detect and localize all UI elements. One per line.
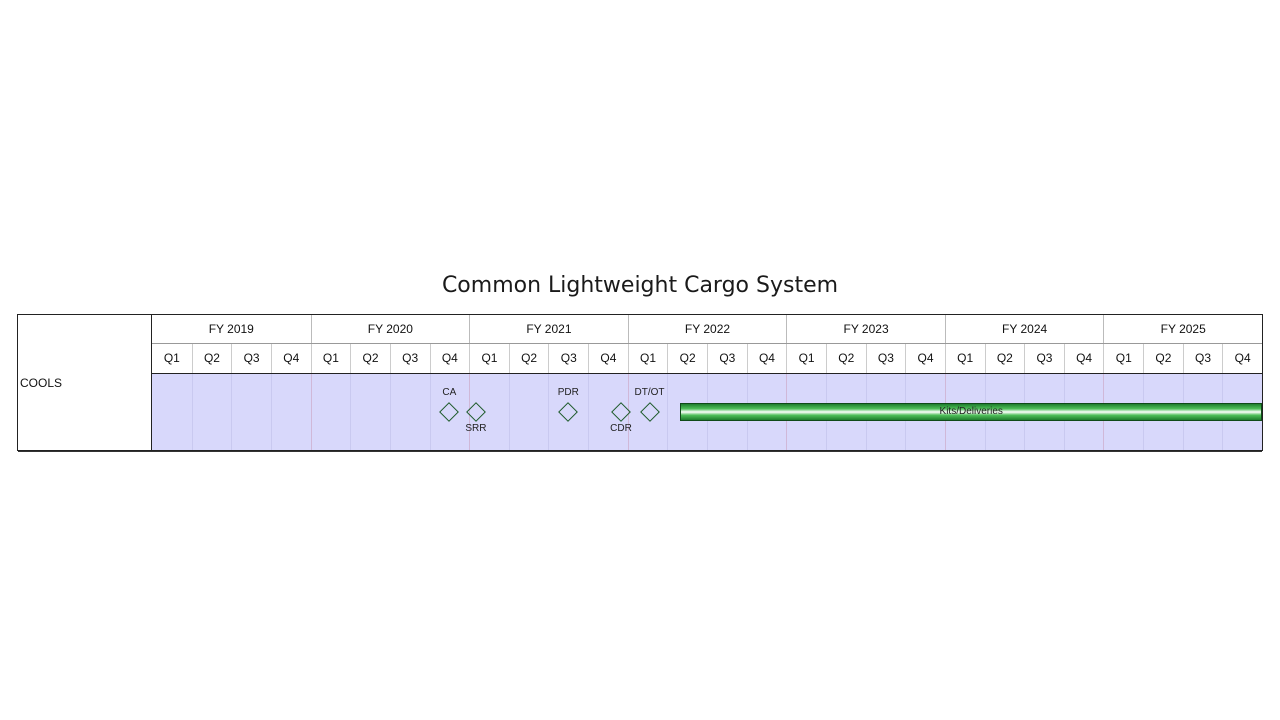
quarter-label: Q3	[707, 344, 747, 373]
quarter-label: Q1	[944, 344, 985, 373]
quarter-label: Q2	[825, 344, 866, 373]
fiscal-year-label: FY 2020	[310, 315, 470, 343]
quarter-header: Q1 Q2 Q3 Q4 Q1 Q2 Q3 Q4 Q1 Q2 Q3 Q4 Q1 Q2 Q3 Q4 Q1 Q2 Q3 Q4…	[152, 344, 1262, 374]
quarter-gridline	[588, 374, 590, 450]
fiscal-year-label: FY 2023	[786, 315, 945, 343]
quarter-label: Q2	[508, 344, 549, 373]
quarter-label: Q3	[1024, 344, 1064, 373]
quarter-gridline	[429, 374, 431, 450]
quarter-label: Q3	[548, 344, 588, 373]
quarter-label: Q2	[667, 344, 707, 373]
quarter-label: Q1	[469, 344, 509, 373]
quarter-label: Q4	[270, 344, 311, 373]
quarter-gridline	[191, 374, 193, 450]
quarter-gridline	[508, 374, 510, 450]
milestone-label: SRR	[465, 423, 487, 434]
milestone-diamond-icon	[558, 402, 579, 422]
year-gridline	[310, 374, 312, 450]
timeline-lane-cools: CA SRR PDR CDR DT/OT Kits/Deliveries	[152, 374, 1262, 450]
year-gridline	[469, 374, 471, 450]
quarter-label: Q4	[429, 344, 470, 373]
fiscal-year-label: FY 2019	[208, 322, 254, 336]
milestone-diamond-icon	[439, 402, 460, 422]
fiscal-year-label: FY 2025	[1103, 315, 1262, 343]
quarter-label: Q2	[191, 344, 232, 373]
milestone-label: PDR	[557, 387, 579, 398]
kits-deliveries-bar: Kits/Deliveries	[680, 403, 1262, 421]
milestone-diamond-icon	[639, 402, 660, 422]
quarter-label: Q1	[786, 344, 826, 373]
fiscal-year-label: FY 2024	[944, 315, 1104, 343]
quarter-gridline	[350, 374, 352, 450]
schedule-chart: COOLS FY 2019 FY 2020 FY 2021 FY 2022 FY 202…	[17, 314, 1263, 452]
quarter-label: Q4	[1222, 344, 1262, 373]
quarter-gridline	[231, 374, 233, 450]
fiscal-year-label: FY 2022	[627, 315, 787, 343]
quarter-label: Q3	[231, 344, 271, 373]
row-label-cools: COOLS	[20, 376, 63, 390]
fiscal-year-header: FY 2019 FY 2020 FY 2021 FY 2022 FY 2023 FY 20…	[152, 315, 1262, 344]
quarter-gridline	[389, 374, 391, 450]
row-label-column: COOLS	[18, 315, 152, 450]
quarter-label: Q1	[627, 344, 668, 373]
quarter-label: Q1	[1103, 344, 1143, 373]
bar-label: Kits/Deliveries	[939, 406, 1003, 417]
quarter-label: Q2	[1143, 344, 1183, 373]
milestone-label: DT/OT	[634, 387, 665, 398]
quarter-label: Q2	[350, 344, 390, 373]
milestone-label: CA	[442, 387, 457, 398]
quarter-label: Q1	[163, 351, 180, 365]
chart-title: Common Lightweight Cargo System	[441, 273, 839, 298]
quarter-label: Q4	[905, 344, 945, 373]
year-gridline	[627, 374, 629, 450]
quarter-label: Q3	[1182, 344, 1223, 373]
milestone-label: CDR	[610, 423, 632, 434]
quarter-gridline	[548, 374, 550, 450]
quarter-label: Q1	[310, 344, 351, 373]
quarter-gridline	[667, 374, 669, 450]
quarter-label: Q4	[588, 344, 628, 373]
quarter-label: Q3	[389, 344, 430, 373]
quarter-gridline	[270, 374, 272, 450]
quarter-label: Q2	[984, 344, 1025, 373]
quarter-label: Q3	[865, 344, 906, 373]
quarter-label: Q4	[1063, 344, 1104, 373]
fiscal-year-label: FY 2021	[469, 315, 628, 343]
quarter-label: Q4	[746, 344, 787, 373]
